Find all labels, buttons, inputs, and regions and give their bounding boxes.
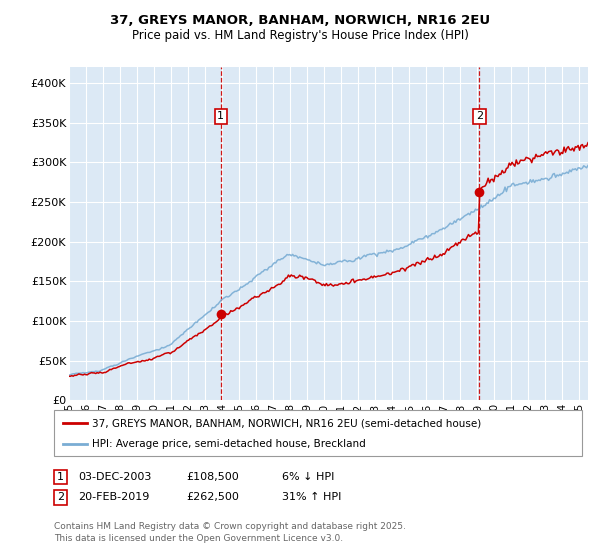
Text: £262,500: £262,500 <box>186 492 239 502</box>
Text: 37, GREYS MANOR, BANHAM, NORWICH, NR16 2EU (semi-detached house): 37, GREYS MANOR, BANHAM, NORWICH, NR16 2… <box>92 418 481 428</box>
Text: 1: 1 <box>57 472 64 482</box>
Text: 20-FEB-2019: 20-FEB-2019 <box>78 492 149 502</box>
Text: 31% ↑ HPI: 31% ↑ HPI <box>282 492 341 502</box>
Text: 1: 1 <box>217 111 224 122</box>
Text: £108,500: £108,500 <box>186 472 239 482</box>
Text: 6% ↓ HPI: 6% ↓ HPI <box>282 472 334 482</box>
Text: 2: 2 <box>476 111 483 122</box>
Text: Price paid vs. HM Land Registry's House Price Index (HPI): Price paid vs. HM Land Registry's House … <box>131 29 469 42</box>
Text: 2: 2 <box>57 492 64 502</box>
Text: HPI: Average price, semi-detached house, Breckland: HPI: Average price, semi-detached house,… <box>92 438 365 449</box>
Text: 37, GREYS MANOR, BANHAM, NORWICH, NR16 2EU: 37, GREYS MANOR, BANHAM, NORWICH, NR16 2… <box>110 14 490 27</box>
Text: 03-DEC-2003: 03-DEC-2003 <box>78 472 151 482</box>
Text: Contains HM Land Registry data © Crown copyright and database right 2025.
This d: Contains HM Land Registry data © Crown c… <box>54 522 406 543</box>
